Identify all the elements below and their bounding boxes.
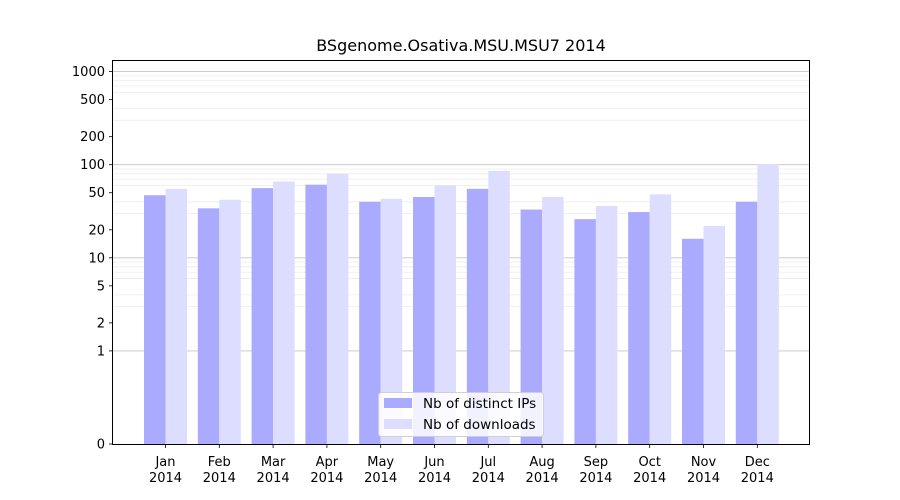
- bar-downloads-jan: [165, 188, 187, 444]
- x-tick-sublabel: 2014: [203, 471, 236, 486]
- y-axis: 0 1 2 5 10 20 50 100 200 500 1000: [72, 65, 113, 453]
- x-tick-sublabel: 2014: [310, 471, 343, 486]
- y-tick-label: 200: [80, 130, 105, 145]
- bar-downloads-jul: [488, 170, 510, 444]
- bar-downloads-feb: [219, 199, 241, 444]
- bar-downloads-aug: [542, 196, 564, 444]
- bar-distinct-ips-jun: [413, 196, 435, 444]
- x-tick-label: Feb: [208, 455, 231, 470]
- x-tick-sublabel: 2014: [149, 471, 182, 486]
- legend-swatch: [384, 398, 412, 408]
- legend: Nb of distinct IPs Nb of downloads: [378, 392, 544, 437]
- x-tick-sublabel: 2014: [741, 471, 774, 486]
- legend-box: [378, 392, 544, 437]
- legend-label: Nb of downloads: [423, 417, 536, 433]
- y-tick-label: 1000: [72, 65, 105, 80]
- bar-distinct-ips-dec: [735, 201, 758, 444]
- x-tick-label: Apr: [316, 455, 339, 470]
- x-tick-sublabel: 2014: [418, 471, 451, 486]
- bar-downloads-may: [380, 198, 403, 444]
- plot-area-frame: [112, 60, 810, 445]
- bar-distinct-ips-sep: [574, 219, 596, 444]
- y-tick-label: 0: [97, 438, 105, 453]
- bar-distinct-ips-jul: [466, 188, 489, 444]
- bar-downloads-jun: [434, 185, 456, 444]
- bar-distinct-ips-aug: [520, 209, 543, 444]
- bar-distinct-ips-nov: [682, 238, 704, 444]
- x-tick-label: Nov: [691, 455, 717, 470]
- x-tick-label: Jun: [423, 455, 444, 470]
- bars: [144, 164, 779, 445]
- y-tick-label: 1: [97, 344, 105, 359]
- bar-distinct-ips-may: [359, 201, 381, 444]
- bar-distinct-ips-jan: [144, 195, 166, 444]
- y-tick-label: 500: [80, 93, 105, 108]
- y-tick-label: 50: [88, 186, 105, 201]
- x-tick-label: Dec: [745, 455, 770, 470]
- y-tick-label: 2: [97, 316, 105, 331]
- x-tick-label: May: [367, 455, 394, 470]
- x-tick-label: Aug: [529, 455, 554, 470]
- legend-swatch: [384, 419, 412, 429]
- bar-downloads-mar: [273, 181, 295, 444]
- legend-label: Nb of distinct IPs: [423, 396, 536, 412]
- x-tick-label: Sep: [584, 455, 609, 470]
- x-tick-sublabel: 2014: [472, 471, 505, 486]
- x-axis: Jan2014Feb2014Mar2014Apr2014May2014Jun20…: [149, 444, 774, 486]
- bar-downloads-dec: [757, 164, 779, 444]
- x-tick-sublabel: 2014: [579, 471, 612, 486]
- bar-downloads-nov: [703, 225, 725, 444]
- x-tick-label: Mar: [261, 455, 286, 470]
- x-tick-label: Oct: [638, 455, 660, 470]
- y-tick-label: 100: [80, 158, 105, 173]
- y-tick-label: 20: [88, 223, 105, 238]
- x-tick-sublabel: 2014: [526, 471, 559, 486]
- x-tick-sublabel: 2014: [364, 471, 397, 486]
- bar-downloads-apr: [326, 173, 349, 444]
- bar-distinct-ips-mar: [251, 188, 274, 444]
- bar-downloads-oct: [649, 194, 672, 444]
- y-tick-label: 10: [88, 251, 105, 266]
- chart-title: BSgenome.Osativa.MSU.MSU7 2014: [316, 36, 606, 55]
- x-tick-label: Jan: [154, 455, 175, 470]
- bar-distinct-ips-apr: [305, 184, 327, 445]
- bar-downloads-sep: [595, 206, 618, 444]
- x-tick-label: Jul: [479, 455, 496, 470]
- y-tick-label: 5: [97, 279, 105, 294]
- x-tick-sublabel: 2014: [257, 471, 290, 486]
- bar-distinct-ips-oct: [628, 212, 650, 444]
- x-tick-sublabel: 2014: [687, 471, 720, 486]
- x-tick-sublabel: 2014: [633, 471, 666, 486]
- bar-distinct-ips-feb: [197, 208, 220, 444]
